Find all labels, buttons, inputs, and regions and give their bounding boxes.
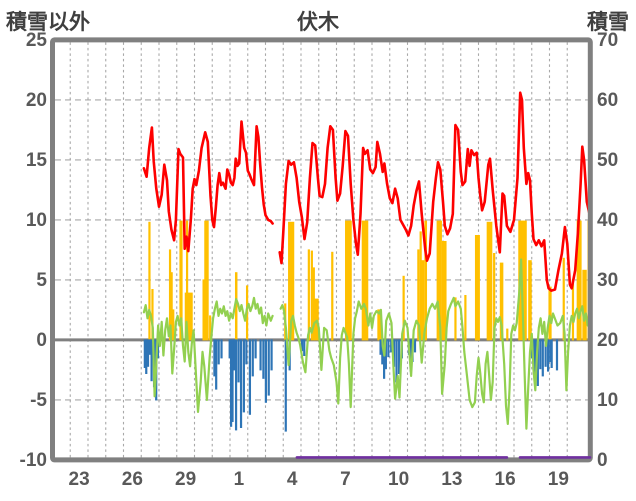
series-layer	[142, 91, 588, 432]
x-axis-tick: 7	[340, 469, 351, 490]
gridlines	[55, 42, 588, 458]
x-axis-tick: 23	[68, 469, 90, 490]
left-axis-tick: 15	[25, 149, 47, 171]
left-axis-title: 積雪以外	[6, 11, 90, 34]
green-line-series	[142, 258, 588, 430]
x-axis-tick: 19	[547, 469, 569, 490]
left-axis-tick: 0	[36, 329, 47, 351]
x-axis-tick: 10	[388, 469, 410, 490]
right-axis-tick: 10	[597, 389, 619, 411]
right-axis-tick: 30	[597, 269, 619, 291]
right-axis-tick: 0	[597, 449, 608, 471]
left-axis-tick: 5	[36, 269, 47, 291]
right-axis-tick: 70	[597, 29, 619, 51]
right-axis-tick: 20	[597, 329, 619, 351]
right-axis-title: 積雪	[587, 11, 629, 34]
left-axis-tick: -5	[30, 389, 47, 411]
x-axis-tick: 16	[494, 469, 516, 490]
x-axis-tick: 26	[121, 469, 143, 490]
x-axis-tick: 13	[441, 469, 463, 490]
left-axis-tick: -10	[19, 449, 47, 471]
left-axis-tick: 20	[25, 89, 47, 111]
red-line-series	[142, 91, 588, 293]
plot-border	[50, 37, 593, 463]
right-axis-tick: 60	[597, 89, 619, 111]
chart-title: 伏木	[297, 11, 339, 34]
x-axis-tick: 1	[233, 469, 245, 490]
right-axis-tick: 40	[597, 209, 619, 231]
left-axis-tick: 10	[25, 209, 47, 231]
left-axis-tick: 25	[25, 29, 47, 51]
x-axis-tick: 29	[175, 469, 197, 490]
x-axis-tick: 4	[286, 469, 298, 490]
right-axis-tick: 50	[597, 149, 619, 171]
